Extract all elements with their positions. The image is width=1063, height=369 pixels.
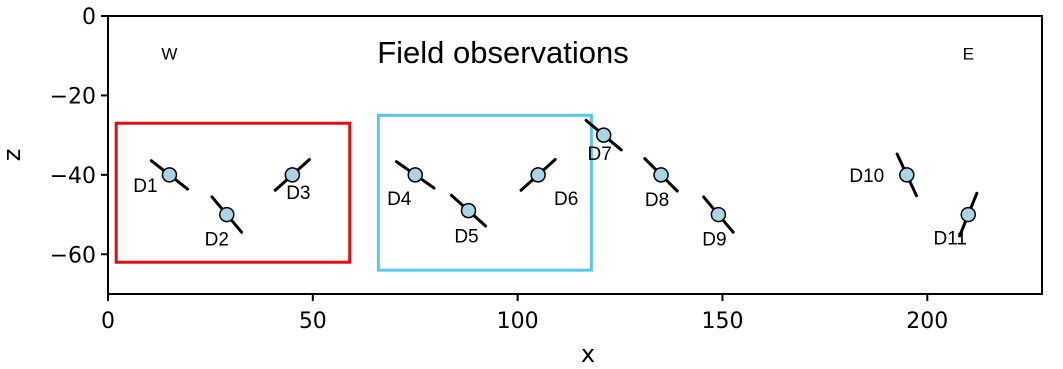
point-marker-d2	[219, 206, 235, 223]
point-label-d9: D9	[702, 230, 726, 251]
x-tick-label-200: 200	[906, 309, 948, 334]
point-marker-d10	[899, 167, 915, 183]
point-label-d6: D6	[554, 189, 578, 210]
point-label-d3: D3	[286, 183, 310, 204]
y-tick-label-0: 0	[82, 5, 96, 30]
point-label-d10: D10	[849, 166, 884, 187]
x-tick-label-0: 0	[101, 309, 115, 334]
point-marker-d7	[595, 127, 612, 143]
point-marker-d6	[530, 167, 546, 183]
point-label-d8: D8	[645, 190, 669, 211]
x-axis-label: x	[581, 340, 595, 368]
point-marker-d3	[284, 167, 301, 183]
point-label-d4: D4	[387, 189, 412, 210]
x-tick-label-150: 150	[701, 309, 743, 334]
point-marker-d8	[653, 167, 669, 183]
y-tick-label-60: −60	[50, 243, 96, 268]
x-tick-label-100: 100	[497, 309, 539, 334]
point-label-d2: D2	[205, 230, 229, 251]
point-label-d1: D1	[133, 176, 157, 197]
y-axis-label: z	[0, 149, 26, 162]
y-tick-label-20: −20	[50, 84, 96, 109]
point-marker-d4	[407, 167, 423, 183]
chart-axes: 0 50 100 150 200 0 −20 −40 −60	[50, 5, 949, 334]
group-box-1	[114, 121, 352, 264]
point-label-d5: D5	[454, 227, 478, 248]
x-tick-label-50: 50	[299, 309, 327, 334]
point-marker-d5	[460, 202, 477, 219]
point-marker-d11	[960, 206, 977, 223]
direction-label-e: E	[963, 45, 974, 64]
point-marker-d9	[710, 206, 727, 223]
point-label-d7: D7	[588, 144, 612, 165]
chart-marks: D1 D2 D3 D4 D5 D6 D7 D8 D9 D10 D11 W E	[114, 45, 979, 272]
group-box-2	[376, 113, 593, 272]
y-tick-label-40: −40	[50, 164, 96, 189]
point-label-d11: D11	[934, 229, 967, 250]
chart-title: Field observations	[377, 35, 629, 70]
point-marker-d1	[161, 167, 178, 183]
direction-label-w: W	[161, 45, 177, 64]
plot-frame	[107, 15, 1043, 295]
